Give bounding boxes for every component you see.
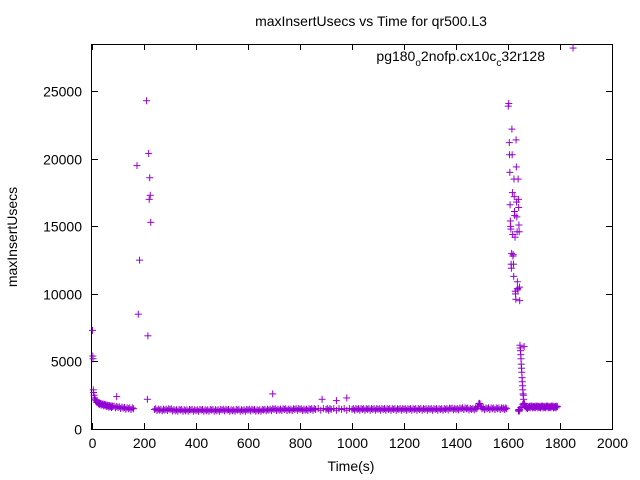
data-point [318, 395, 326, 403]
data-point [146, 174, 154, 182]
x-tick-label: 2000 [597, 435, 628, 451]
y-tick-label: 5000 [51, 354, 82, 370]
data-point [89, 326, 97, 334]
data-point [506, 168, 514, 176]
x-axis: 0 200 400 600 800 1000 1200 1400 1600 1800 2000 [89, 44, 628, 451]
legend-marker-point [569, 44, 577, 52]
data-point [512, 295, 520, 303]
data-point [145, 195, 153, 203]
data-point [332, 397, 340, 405]
data-point [136, 256, 144, 264]
y-tick-label: 10000 [43, 287, 82, 303]
x-tick-label: 1600 [493, 435, 524, 451]
plot-frame [91, 44, 613, 430]
data-point [111, 404, 119, 412]
x-tick-label: 1800 [545, 435, 576, 451]
y-tick-label: 20000 [43, 152, 82, 168]
data-point [143, 395, 151, 403]
data-point [144, 332, 152, 340]
data-point [512, 163, 520, 171]
y-tick-label: 25000 [43, 84, 82, 100]
data-point [515, 283, 523, 291]
data-point [505, 99, 513, 107]
data-point [325, 406, 333, 414]
data-point [520, 343, 528, 351]
data-point [508, 151, 516, 159]
data-point [470, 406, 478, 414]
data-point [514, 175, 522, 183]
data-point [505, 139, 513, 147]
data-point [509, 260, 517, 268]
data-point [117, 405, 125, 413]
data-point [510, 272, 518, 280]
x-axis-label: Time(s) [328, 458, 375, 474]
data-point [134, 310, 142, 318]
data-point [516, 297, 524, 305]
data-point [513, 213, 521, 221]
data-point [508, 125, 516, 133]
data-point [515, 203, 523, 211]
data-point [269, 390, 277, 398]
x-tick-label: 0 [89, 435, 97, 451]
data-point [147, 218, 155, 226]
legend-marker [569, 44, 577, 52]
y-tick-label: 15000 [43, 219, 82, 235]
data-point [89, 355, 97, 363]
y-axis-label: maxInsertUsecs [4, 187, 20, 287]
y-tick-label: 0 [74, 422, 82, 438]
x-tick-label: 1200 [389, 435, 420, 451]
data-point [552, 404, 560, 412]
data-point [512, 136, 520, 144]
data-point [510, 193, 518, 201]
x-tick-label: 800 [289, 435, 313, 451]
data-point [511, 233, 519, 241]
data-point [113, 393, 121, 401]
data-point [309, 406, 317, 414]
data-point [128, 404, 136, 412]
x-tick-label: 1000 [337, 435, 368, 451]
data-point [343, 394, 351, 402]
data-point [502, 404, 510, 412]
x-tick-label: 600 [237, 435, 261, 451]
data-point [501, 406, 509, 414]
data-point [509, 251, 517, 259]
chart-title: maxInsertUsecs vs Time for qr500.L3 [255, 13, 487, 29]
data-point [553, 402, 561, 410]
data-point [506, 201, 514, 209]
x-tick-label: 200 [133, 435, 157, 451]
data-point [146, 191, 154, 199]
data-point [515, 228, 523, 236]
data-point [515, 221, 523, 229]
data-point [513, 278, 521, 286]
data-point [514, 195, 522, 203]
legend-label: pg180o2nofp.cx10cc32r128 [376, 48, 545, 69]
data-points [89, 97, 561, 415]
data-point [508, 189, 516, 197]
data-point [143, 97, 151, 105]
x-tick-label: 400 [185, 435, 209, 451]
data-point [145, 149, 153, 157]
data-point [127, 406, 135, 414]
y-axis: 0 5000 10000 15000 20000 25000 [43, 84, 612, 438]
x-tick-label: 1400 [441, 435, 472, 451]
data-point [507, 264, 515, 272]
data-point [133, 162, 141, 170]
data-point [507, 225, 515, 233]
